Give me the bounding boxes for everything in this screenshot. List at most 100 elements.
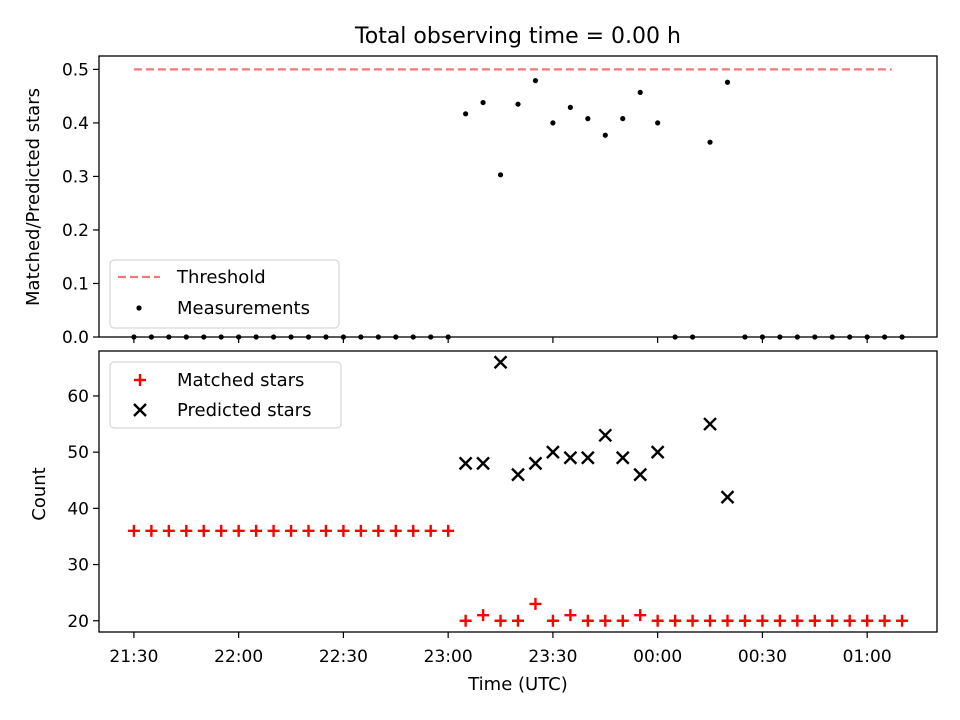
measurement-point [236, 334, 242, 340]
predicted-stars-point [580, 450, 595, 465]
matched-stars-point [162, 524, 175, 537]
predicted-stars-point [528, 456, 543, 471]
matched-stars-point [494, 614, 507, 627]
chart-title: Total observing time = 0.00 h [354, 24, 681, 49]
predicted-stars-point [458, 456, 473, 471]
measurement-point [393, 334, 399, 340]
matched-stars-point [896, 614, 909, 627]
measurement-point [463, 111, 469, 117]
bottom-panel: 20 30 40 50 60 21:30 22:00 22:30 23:00 23:30 00:0… [29, 350, 938, 695]
predicted-stars-point [563, 450, 578, 465]
measurement-point [270, 334, 277, 340]
legend-measurements-label: Measurements [177, 298, 310, 319]
bottom-y-tick-label: 20 [67, 612, 89, 632]
matched-stars-point [512, 614, 524, 627]
measurement-point [829, 334, 835, 340]
matched-stars-point [424, 524, 437, 537]
measurement-point [882, 334, 888, 340]
measurement-point [532, 78, 539, 84]
matched-stars-point [721, 614, 734, 627]
bottom-x-tick-label: 23:00 [424, 647, 473, 667]
measurement-point [812, 334, 818, 340]
bottom-x-tick-label: 00:30 [738, 647, 787, 667]
top-y-tick-label: 0.1 [62, 274, 89, 294]
top-y-tick-label: 0.0 [62, 328, 89, 348]
predicted-stars-point [476, 456, 490, 471]
matched-stars-point [756, 614, 769, 627]
top-y-tick-label: 0.2 [62, 221, 89, 241]
bottom-x-tick-label: 22:00 [214, 647, 263, 667]
top-legend-box [109, 259, 340, 329]
bottom-y-tick-label: 40 [67, 499, 89, 519]
measurement-point [864, 334, 870, 340]
predicted-stars-point [703, 417, 717, 431]
bottom-legend-box [109, 361, 342, 429]
measurement-point [183, 334, 189, 340]
matched-stars-point [302, 524, 315, 537]
predicted-stars-point [720, 490, 735, 504]
matched-stars-point [616, 614, 629, 627]
measurement-point [410, 334, 416, 340]
predicted-stars-point [633, 467, 648, 482]
measurement-point [602, 132, 608, 138]
measurement-point [567, 104, 573, 110]
matched-stars-point [197, 524, 210, 537]
predicted-stars-point [546, 445, 560, 460]
matched-stars-point [773, 614, 786, 627]
matched-stars-point [250, 524, 263, 537]
measurement-point [166, 334, 172, 340]
measurement-point [724, 79, 731, 85]
matched-stars-point [442, 524, 455, 537]
measurement-point [899, 334, 905, 340]
bottom-x-axis: 21:30 22:00 22:30 23:00 23:30 00:00 00:30 01:00 [109, 632, 892, 667]
bottom-y-axis: 20 30 40 50 60 [67, 387, 99, 632]
matched-stars-point [843, 614, 856, 627]
bottom-y-tick-label: 30 [67, 556, 89, 576]
matched-stars-point [546, 614, 559, 627]
matched-stars-point [389, 524, 402, 537]
matched-stars-point [791, 614, 804, 627]
measurement-point [707, 139, 713, 145]
top-y-tick-label: 0.3 [62, 167, 89, 187]
measurement-point [672, 334, 678, 340]
top-y-axis-label: Matched/Predicted stars [23, 88, 44, 306]
measurement-point [340, 334, 347, 340]
legend-threshold-label: Threshold [176, 267, 266, 288]
measurement-point [847, 334, 853, 340]
measurement-point [428, 334, 434, 340]
measurement-point [585, 116, 591, 122]
matched-stars-point [686, 614, 699, 627]
measurement-point [689, 334, 696, 340]
bottom-x-tick-label: 01:00 [843, 647, 892, 667]
matched-stars-point [634, 609, 647, 622]
bottom-x-tick-label: 22:30 [319, 647, 368, 667]
matched-stars-point [372, 524, 385, 537]
measurement-point [777, 334, 783, 340]
matched-stars-point [459, 614, 472, 627]
matched-stars-point [319, 524, 332, 537]
legend-measurements-swatch [136, 305, 142, 311]
measurement-point [620, 116, 626, 122]
measurement-point [637, 89, 643, 95]
top-y-tick-label: 0.4 [62, 114, 89, 134]
matched-stars-point [808, 614, 821, 627]
matched-stars-point [232, 524, 245, 537]
bottom-x-tick-label: 00:00 [633, 647, 682, 667]
bottom-panel-frame [98, 350, 938, 633]
predicted-stars-point [650, 445, 665, 460]
matched-stars-point [861, 614, 874, 627]
x-axis-label: Time (UTC) [467, 674, 568, 695]
measurement-point [497, 172, 504, 178]
matched-stars-point [285, 524, 298, 537]
top-panel-frame [98, 55, 938, 338]
top-panel: 0.0 0.1 0.2 0.3 0.4 0.5 Matched/Predicted sta… [23, 55, 938, 348]
legend-predicted-label: Predicted stars [177, 400, 311, 421]
measurement-point [515, 101, 521, 107]
matched-stars-point [267, 524, 280, 537]
legend-matched-swatch [134, 374, 146, 386]
matched-stars-point [581, 614, 594, 627]
predicted-stars-point [615, 450, 630, 465]
bottom-y-tick-label: 50 [67, 443, 89, 463]
matched-stars-point [599, 614, 612, 627]
